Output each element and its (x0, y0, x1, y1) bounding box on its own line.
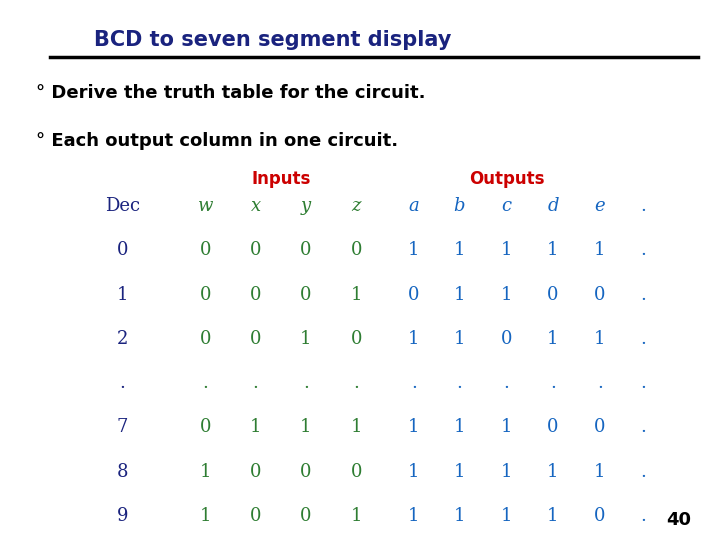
Text: .: . (354, 374, 359, 392)
Text: 0: 0 (300, 507, 312, 525)
Text: .: . (640, 418, 646, 436)
Text: .: . (640, 463, 646, 481)
Text: 1: 1 (250, 418, 261, 436)
Text: 2: 2 (117, 330, 128, 348)
Text: 0: 0 (300, 241, 312, 259)
Text: c: c (501, 197, 511, 215)
Text: .: . (640, 374, 646, 392)
Text: w: w (197, 197, 213, 215)
Text: 1: 1 (500, 286, 512, 303)
Text: 1: 1 (408, 418, 420, 436)
Text: 0: 0 (300, 463, 312, 481)
Text: 1: 1 (300, 418, 312, 436)
Text: 0: 0 (199, 330, 211, 348)
Text: 1: 1 (594, 330, 606, 348)
Text: 1: 1 (199, 507, 211, 525)
Text: 1: 1 (117, 286, 128, 303)
Text: 1: 1 (454, 286, 465, 303)
Text: d: d (547, 197, 559, 215)
Text: .: . (303, 374, 309, 392)
Text: 0: 0 (300, 286, 312, 303)
Text: 1: 1 (454, 241, 465, 259)
Text: 0: 0 (199, 418, 211, 436)
Text: 0: 0 (250, 507, 261, 525)
Text: 1: 1 (500, 507, 512, 525)
Text: .: . (253, 374, 258, 392)
Text: .: . (202, 374, 208, 392)
Text: z: z (351, 197, 361, 215)
Text: 0: 0 (199, 286, 211, 303)
Text: 1: 1 (500, 418, 512, 436)
Text: .: . (640, 286, 646, 303)
Text: Dec: Dec (105, 197, 140, 215)
Text: .: . (640, 197, 646, 215)
Text: 0: 0 (250, 286, 261, 303)
Text: 1: 1 (454, 463, 465, 481)
Text: 1: 1 (408, 507, 420, 525)
Text: 1: 1 (199, 463, 211, 481)
Text: 0: 0 (351, 463, 362, 481)
Text: 1: 1 (454, 507, 465, 525)
Text: Inputs: Inputs (251, 170, 310, 188)
Text: 1: 1 (351, 418, 362, 436)
Text: y: y (301, 197, 311, 215)
Text: 0: 0 (250, 241, 261, 259)
Text: 0: 0 (500, 330, 512, 348)
Text: .: . (640, 330, 646, 348)
Text: 9: 9 (117, 507, 128, 525)
Text: 1: 1 (500, 241, 512, 259)
Text: 1: 1 (408, 241, 420, 259)
Text: 1: 1 (547, 241, 559, 259)
Text: e: e (595, 197, 605, 215)
Text: 0: 0 (199, 241, 211, 259)
Text: 1: 1 (547, 463, 559, 481)
Text: .: . (640, 241, 646, 259)
Text: ° Derive the truth table for the circuit.: ° Derive the truth table for the circuit… (36, 84, 426, 102)
Text: 1: 1 (408, 330, 420, 348)
Text: 0: 0 (594, 507, 606, 525)
Text: 1: 1 (500, 463, 512, 481)
Text: b: b (454, 197, 465, 215)
Text: 1: 1 (547, 330, 559, 348)
Text: .: . (640, 507, 646, 525)
Text: Outputs: Outputs (469, 170, 544, 188)
Text: 7: 7 (117, 418, 128, 436)
Text: 8: 8 (117, 463, 128, 481)
Text: .: . (120, 374, 125, 392)
Text: x: x (251, 197, 261, 215)
Text: 1: 1 (454, 330, 465, 348)
Text: .: . (456, 374, 462, 392)
Text: 0: 0 (594, 286, 606, 303)
Text: 40: 40 (666, 511, 691, 529)
Text: 0: 0 (117, 241, 128, 259)
Text: .: . (550, 374, 556, 392)
Text: 1: 1 (547, 507, 559, 525)
Text: ° Each output column in one circuit.: ° Each output column in one circuit. (36, 132, 398, 150)
Text: 0: 0 (547, 286, 559, 303)
Text: .: . (597, 374, 603, 392)
Text: .: . (411, 374, 417, 392)
Text: 1: 1 (594, 463, 606, 481)
Text: 0: 0 (250, 330, 261, 348)
Text: 1: 1 (351, 286, 362, 303)
Text: 1: 1 (300, 330, 312, 348)
Text: 0: 0 (250, 463, 261, 481)
Text: 0: 0 (594, 418, 606, 436)
Text: 1: 1 (351, 507, 362, 525)
Text: BCD to seven segment display: BCD to seven segment display (94, 30, 451, 50)
Text: 0: 0 (351, 241, 362, 259)
Text: 1: 1 (594, 241, 606, 259)
Text: a: a (409, 197, 419, 215)
Text: 1: 1 (408, 463, 420, 481)
Text: 0: 0 (547, 418, 559, 436)
Text: .: . (503, 374, 509, 392)
Text: 1: 1 (454, 418, 465, 436)
Text: 0: 0 (408, 286, 420, 303)
Text: 0: 0 (351, 330, 362, 348)
